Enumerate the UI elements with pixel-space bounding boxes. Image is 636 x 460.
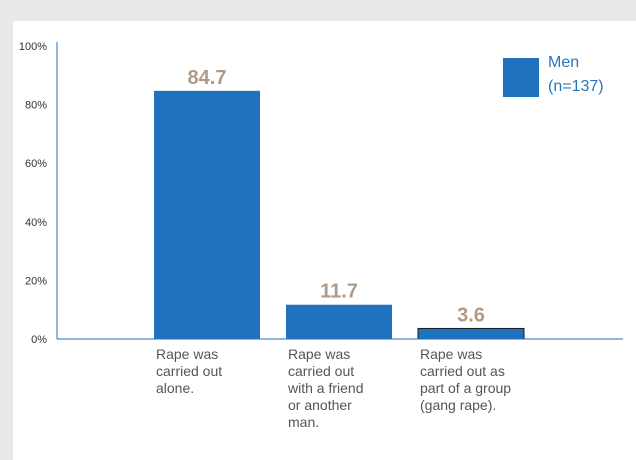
- bar: [154, 90, 260, 339]
- y-tick-label: 0%: [31, 334, 47, 346]
- bar-value-label: 11.7: [320, 281, 358, 303]
- category-label-line: part of a group: [420, 380, 511, 396]
- category-label-line: Rape was: [288, 346, 350, 362]
- category-label-line: (gang rape).: [420, 397, 496, 413]
- y-tick-label: 80%: [25, 100, 47, 112]
- category-label-line: carried out: [156, 363, 222, 379]
- bar-value-label: 84.7: [188, 67, 227, 89]
- category-label-line: alone.: [156, 380, 194, 396]
- bar: [417, 327, 525, 340]
- bars: [154, 90, 525, 340]
- category-label-line: or another: [288, 397, 352, 413]
- legend-swatch: [503, 58, 539, 97]
- y-tick-label: 20%: [25, 275, 47, 287]
- category-label-line: man.: [288, 414, 319, 430]
- legend-label-count: (n=137): [548, 78, 604, 95]
- category-label-line: Rape was: [156, 346, 218, 362]
- bar: [286, 304, 392, 339]
- category-label-line: carried out as: [420, 363, 505, 379]
- category-label: Rape was carried out as part of a group (ga…: [420, 346, 511, 413]
- category-label-line: Rape was: [420, 346, 482, 362]
- category-label-line: carried out: [288, 363, 354, 379]
- bar-value-label: 3.6: [457, 304, 485, 326]
- category-label: Rape was carried out alone.: [156, 346, 222, 396]
- category-labels: Rape was carried out alone.Rape was carried…: [156, 346, 511, 430]
- y-tick-label: 60%: [25, 158, 47, 170]
- category-label: Rape was carried out with a friend or anoth…: [287, 346, 363, 430]
- y-tick-label: 40%: [25, 217, 47, 229]
- value-labels: 84.7 11.7 3.6: [188, 67, 485, 327]
- category-label-line: with a friend: [287, 380, 363, 396]
- legend: Men (n=137): [503, 54, 604, 97]
- y-tick-label: 100%: [19, 41, 47, 53]
- legend-label-name: Men: [548, 54, 579, 71]
- y-axis-ticks: 0% 20% 40% 60% 80% 100%: [19, 41, 47, 346]
